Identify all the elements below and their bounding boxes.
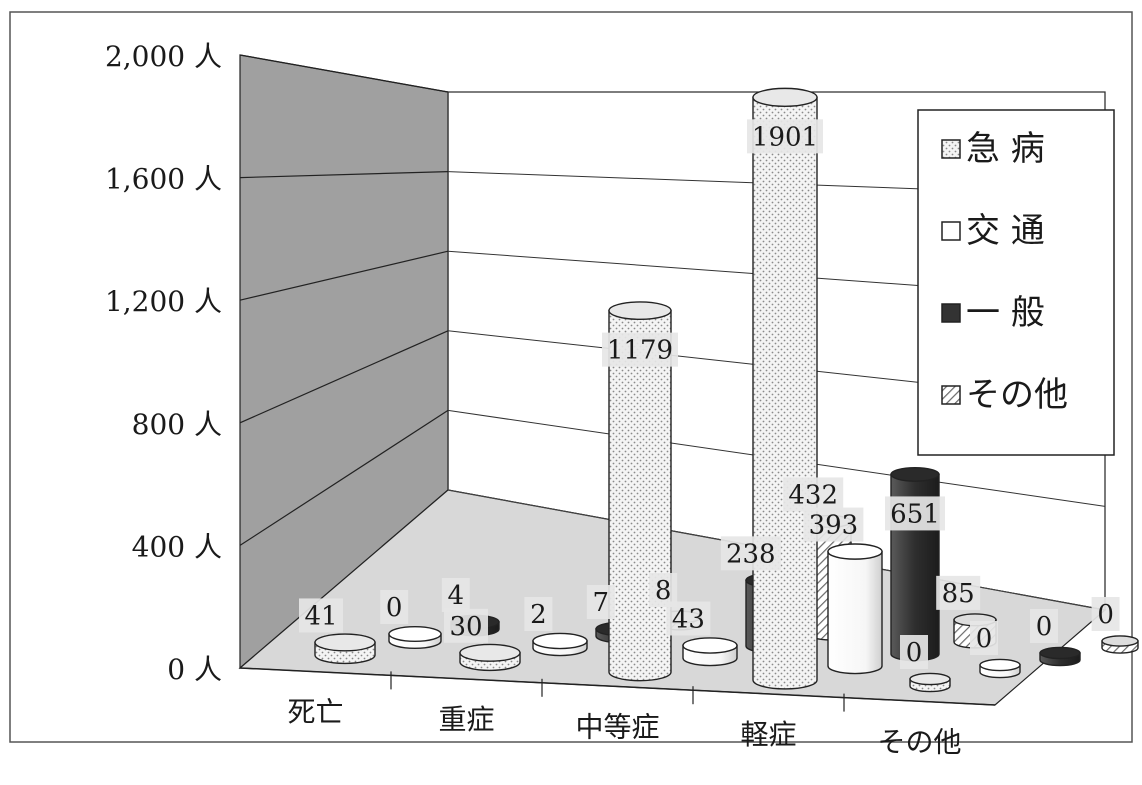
data-label-bg (783, 477, 844, 512)
bar-top (827, 543, 883, 560)
bar-top (1039, 646, 1081, 660)
data-label: 4 (448, 581, 465, 611)
data-label-bg (900, 635, 928, 669)
data-label-bg (803, 507, 864, 542)
bar-body (752, 96, 818, 690)
data-label-bg (602, 332, 678, 367)
data-label: 7 (593, 588, 610, 618)
bar-top (890, 467, 940, 482)
data-label-bg (441, 578, 470, 612)
legend-swatch-急病 (941, 139, 961, 159)
data-label: 238 (726, 539, 776, 569)
legend-swatch-その他 (941, 385, 961, 405)
data-label-bg (970, 621, 998, 655)
data-label-bg (1030, 609, 1058, 643)
bar-top (608, 301, 672, 321)
bar-top (909, 672, 951, 686)
bar-交通-軽症 (827, 543, 883, 675)
bar-body (827, 550, 883, 675)
data-label-bg (885, 496, 945, 531)
y-tick-label: 800 人 (132, 408, 222, 441)
bar-急病-死亡 (314, 633, 376, 665)
bar-top (1101, 635, 1139, 647)
data-label: 0 (976, 624, 993, 654)
y-tick-label: 1,600 人 (105, 163, 222, 196)
x-category-軽症: 軽症 (740, 718, 796, 751)
data-label-bg (380, 590, 409, 624)
data-label-bg (524, 597, 553, 631)
data-label-bg (444, 608, 488, 643)
data-label: 0 (386, 593, 403, 623)
data-label: 0 (906, 638, 923, 668)
bar-交通-中等症 (682, 637, 738, 667)
gridline-side (239, 330, 449, 424)
data-label: 651 (890, 499, 940, 529)
data-label: 0 (1036, 612, 1053, 642)
data-label-bg (586, 585, 615, 619)
x-axis-categories: 死亡 重症 中等症 軽症 その他 (287, 671, 962, 758)
data-label-bg (720, 536, 781, 571)
bar-top (979, 658, 1021, 672)
bar-急病-軽症 (752, 87, 818, 690)
bar-交通-その他 (979, 658, 1021, 679)
x-category-中等症: 中等症 (575, 711, 659, 744)
bar-その他-その他 (1101, 635, 1139, 654)
bar-top (532, 632, 588, 650)
legend-swatch-一般 (941, 303, 961, 323)
bar-top (752, 87, 818, 108)
data-label: 0 (1097, 600, 1114, 630)
bar-一般-その他 (1039, 646, 1081, 667)
legend-label-その他: その他 (966, 375, 1068, 415)
x-category-死亡: 死亡 (287, 696, 343, 729)
data-label: 41 (304, 601, 337, 631)
legend-label-急病: 急 病 (966, 129, 1045, 169)
data-label-bg (747, 119, 823, 154)
bar-top (388, 626, 442, 642)
data-label: 30 (449, 612, 482, 642)
x-category-その他: その他 (877, 725, 961, 758)
y-tick-label: 400 人 (132, 530, 222, 563)
gridline-side (239, 250, 449, 301)
front-axis (239, 667, 996, 706)
gridline-side (239, 409, 449, 546)
y-tick-label: 1,200 人 (105, 285, 222, 318)
data-label: 43 (672, 604, 705, 634)
x-category-重症: 重症 (438, 703, 494, 736)
bar-急病-その他 (909, 672, 951, 693)
y-tick-label: 0 人 (167, 653, 222, 686)
data-label: 1901 (752, 122, 818, 152)
bar-top (459, 643, 521, 662)
gridline-side (239, 171, 449, 179)
data-label: 1179 (607, 336, 673, 366)
legend-label-一般: 一 般 (966, 293, 1045, 333)
data-label: 8 (655, 576, 672, 606)
y-axis-ticks: 0 人 400 人 800 人 1,200 人 1,600 人 2,000 人 (105, 40, 222, 686)
data-label: 85 (942, 579, 975, 609)
data-label-bg (936, 575, 981, 610)
data-label: 393 (809, 511, 859, 541)
bar-交通-重症 (532, 632, 588, 657)
bar-top (314, 633, 376, 652)
legend-label-交通: 交 通 (966, 211, 1045, 251)
gridline-side (239, 54, 449, 93)
data-label: 2 (530, 600, 547, 630)
bar-急病-重症 (459, 643, 521, 672)
data-label-bg (1091, 597, 1120, 631)
legend-swatch-交通 (941, 221, 961, 241)
bar-top (682, 637, 738, 654)
data-label-bg (649, 573, 678, 607)
bar-交通-死亡 (388, 626, 442, 649)
data-label-bg (299, 598, 343, 633)
data-label: 432 (788, 480, 838, 510)
data-label-bg (666, 601, 711, 636)
y-tick-label: 2,000 人 (105, 40, 222, 73)
